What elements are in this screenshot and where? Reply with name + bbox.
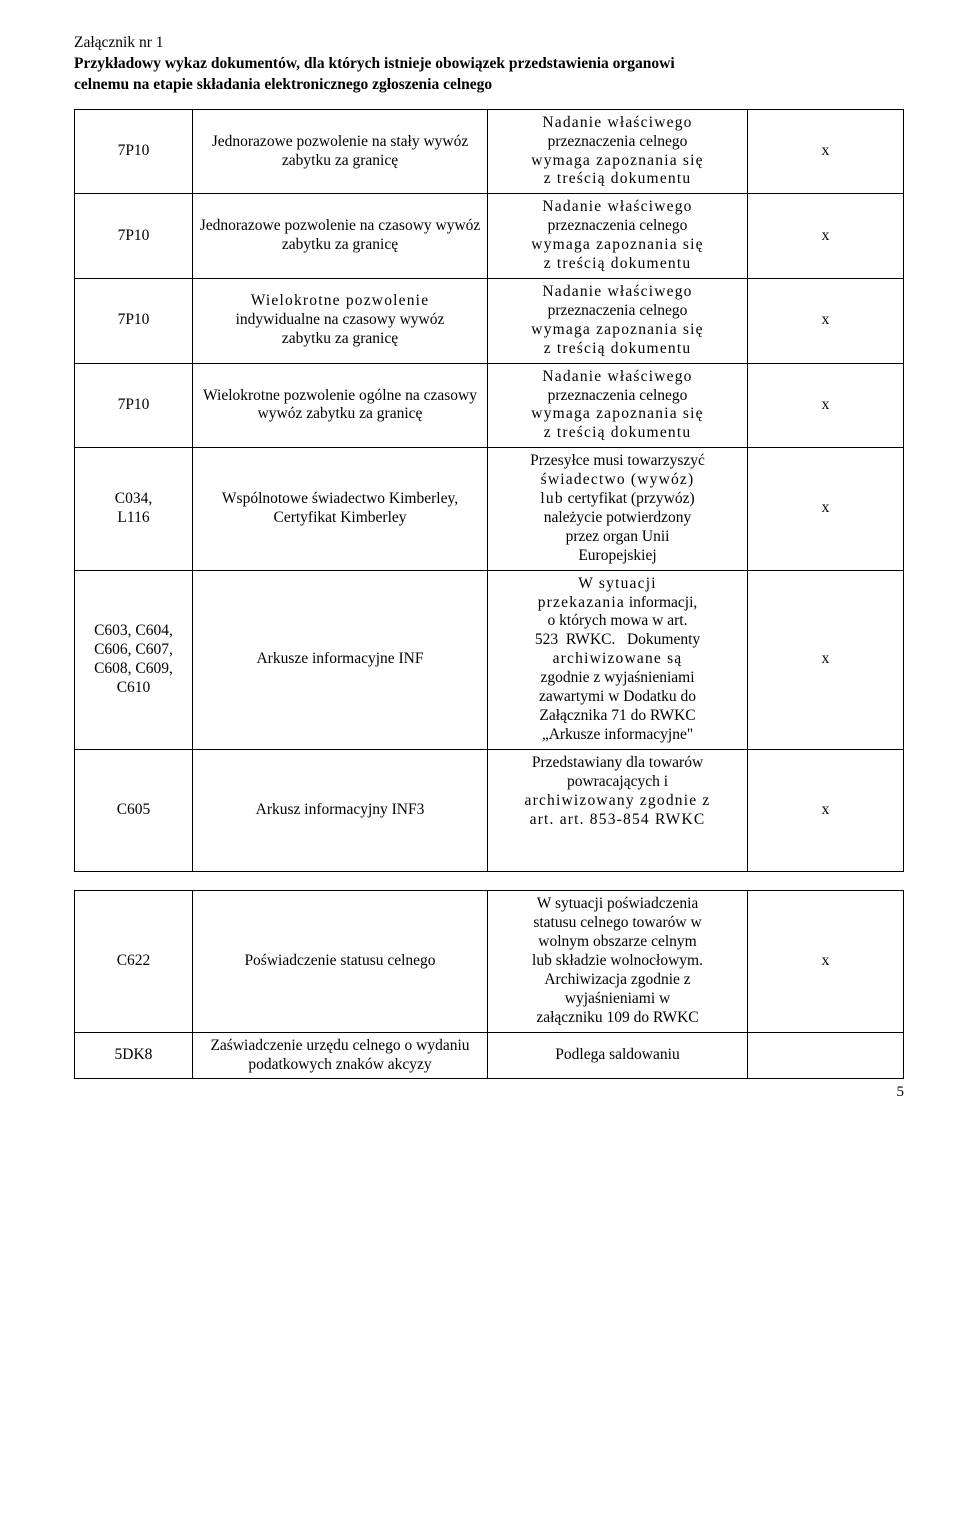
table-row: 5DK8Zaświadczenie urzędu celnego o wydan… bbox=[75, 1032, 904, 1079]
desc-cell: Zaświadczenie urzędu celnego o wydaniu p… bbox=[193, 1032, 488, 1079]
req-cell: Nadanie właściwegoprzeznaczenia celnegow… bbox=[488, 363, 748, 448]
desc-cell: Jednorazowe pozwolenie na czasowy wywóz … bbox=[193, 194, 488, 279]
table-row: 7P10Jednorazowe pozwolenie na stały wywó… bbox=[75, 109, 904, 194]
x-cell: x bbox=[748, 278, 904, 363]
table-row: 7P10Wielokrotne pozwolenieindywidualne n… bbox=[75, 278, 904, 363]
req-cell: Nadanie właściwegoprzeznaczenia celnegow… bbox=[488, 278, 748, 363]
desc-cell: Wspólnotowe świadectwo Kimberley, Certyf… bbox=[193, 448, 488, 570]
x-cell: x bbox=[748, 891, 904, 1032]
table-row: C605Arkusz informacyjny INF3Przedstawian… bbox=[75, 749, 904, 871]
code-cell: C034,L116 bbox=[75, 448, 193, 570]
code-cell: 5DK8 bbox=[75, 1032, 193, 1079]
req-cell: W sytuacjiprzekazania informacji,o który… bbox=[488, 570, 748, 749]
desc-cell: Jednorazowe pozwolenie na stały wywóz za… bbox=[193, 109, 488, 194]
x-cell bbox=[748, 1032, 904, 1079]
x-cell: x bbox=[748, 570, 904, 749]
code-cell: C605 bbox=[75, 749, 193, 871]
table-row: C622Poświadczenie statusu celnegoW sytua… bbox=[75, 891, 904, 1032]
desc-cell: Poświadczenie statusu celnego bbox=[193, 891, 488, 1032]
main-table: 7P10Jednorazowe pozwolenie na stały wywó… bbox=[74, 109, 904, 873]
attachment-label: Załącznik nr 1 bbox=[74, 34, 904, 53]
title-line-1: Przykładowy wykaz dokumentów, dla któryc… bbox=[74, 55, 904, 74]
req-cell: Nadanie właściwegoprzeznaczenia celnegow… bbox=[488, 109, 748, 194]
x-cell: x bbox=[748, 363, 904, 448]
req-cell: Przedstawiany dla towarówpowracających i… bbox=[488, 749, 748, 871]
code-cell: C603, C604,C606, C607,C608, C609,C610 bbox=[75, 570, 193, 749]
code-cell: 7P10 bbox=[75, 278, 193, 363]
code-cell: 7P10 bbox=[75, 194, 193, 279]
desc-cell: Wielokrotne pozwolenieindywidualne na cz… bbox=[193, 278, 488, 363]
table-row: C603, C604,C606, C607,C608, C609,C610Ark… bbox=[75, 570, 904, 749]
req-cell: Przesyłce musi towarzyszyćświadectwo (wy… bbox=[488, 448, 748, 570]
table-row: 7P10Jednorazowe pozwolenie na czasowy wy… bbox=[75, 194, 904, 279]
document-header: Załącznik nr 1 Przykładowy wykaz dokumen… bbox=[74, 34, 904, 95]
req-cell: W sytuacji poświadczeniastatusu celnego … bbox=[488, 891, 748, 1032]
x-cell: x bbox=[748, 194, 904, 279]
page-number: 5 bbox=[74, 1083, 904, 1101]
code-cell: C622 bbox=[75, 891, 193, 1032]
table-row: 7P10Wielokrotne pozwolenie ogólne na cza… bbox=[75, 363, 904, 448]
x-cell: x bbox=[748, 749, 904, 871]
title-line-2: celnemu na etapie składania elektroniczn… bbox=[74, 76, 904, 95]
req-cell: Podlega saldowaniu bbox=[488, 1032, 748, 1079]
req-cell: Nadanie właściwegoprzeznaczenia celnegow… bbox=[488, 194, 748, 279]
desc-cell: Arkusz informacyjny INF3 bbox=[193, 749, 488, 871]
desc-cell: Wielokrotne pozwolenie ogólne na czasowy… bbox=[193, 363, 488, 448]
table-row: C034,L116Wspólnotowe świadectwo Kimberle… bbox=[75, 448, 904, 570]
second-table: C622Poświadczenie statusu celnegoW sytua… bbox=[74, 890, 904, 1079]
x-cell: x bbox=[748, 109, 904, 194]
code-cell: 7P10 bbox=[75, 363, 193, 448]
code-cell: 7P10 bbox=[75, 109, 193, 194]
x-cell: x bbox=[748, 448, 904, 570]
desc-cell: Arkusze informacyjne INF bbox=[193, 570, 488, 749]
